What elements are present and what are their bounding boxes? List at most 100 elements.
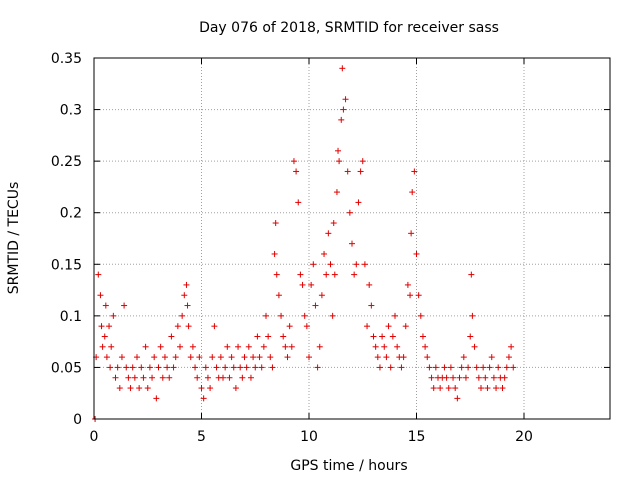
data-point — [290, 158, 297, 165]
data-point — [224, 343, 231, 350]
data-point — [118, 354, 125, 361]
data-point — [417, 312, 424, 319]
data-point — [123, 364, 130, 371]
data-point — [232, 385, 239, 392]
data-point — [398, 364, 405, 371]
data-point — [174, 323, 181, 330]
data-point — [469, 312, 476, 319]
data-point — [127, 385, 134, 392]
data-point — [267, 354, 274, 361]
data-point — [402, 323, 409, 330]
data-point — [445, 385, 452, 392]
data-point — [250, 354, 257, 361]
data-point — [342, 96, 349, 103]
data-point — [226, 374, 233, 381]
data-point — [177, 343, 183, 350]
x-tick-label: 20 — [515, 429, 533, 445]
data-point — [379, 333, 386, 340]
y-tick-label: 0.35 — [51, 51, 82, 67]
data-points — [92, 65, 517, 422]
data-point — [441, 364, 448, 371]
data-point — [116, 385, 123, 392]
data-point — [286, 323, 293, 330]
data-point — [318, 292, 325, 299]
data-point — [237, 364, 244, 371]
data-point — [153, 395, 160, 402]
data-point — [185, 323, 192, 330]
data-point — [142, 343, 149, 350]
data-point — [458, 364, 465, 371]
data-point — [107, 364, 114, 371]
data-point — [411, 168, 418, 175]
y-tick-label: 0 — [73, 412, 82, 428]
data-point — [284, 354, 291, 361]
data-point — [239, 374, 246, 381]
data-point — [275, 292, 282, 299]
data-point — [282, 343, 289, 350]
data-point — [106, 323, 113, 330]
data-point — [314, 364, 321, 371]
data-point — [256, 354, 263, 361]
data-point — [336, 158, 343, 165]
data-point — [183, 281, 190, 288]
x-tick-label: 0 — [90, 429, 99, 445]
data-point — [376, 364, 383, 371]
data-point — [217, 354, 224, 361]
data-point — [493, 385, 500, 392]
data-point — [330, 220, 337, 227]
data-point — [247, 374, 254, 381]
data-point — [170, 364, 177, 371]
data-point — [366, 281, 373, 288]
data-point — [349, 240, 355, 247]
data-point — [392, 312, 398, 319]
data-point — [462, 374, 469, 381]
y-tick-label: 0.1 — [60, 309, 82, 325]
data-point — [361, 261, 368, 268]
x-tick-label: 5 — [197, 429, 206, 445]
data-point — [151, 354, 158, 361]
data-point — [505, 354, 512, 361]
data-point — [340, 106, 347, 113]
data-point — [252, 364, 259, 371]
data-point — [138, 364, 145, 371]
data-point — [432, 364, 439, 371]
data-point — [134, 354, 140, 361]
data-point — [301, 312, 308, 319]
data-point — [102, 302, 109, 309]
data-point — [468, 271, 475, 278]
data-point — [327, 261, 334, 268]
data-point — [490, 374, 497, 381]
data-point — [443, 374, 450, 381]
data-point — [364, 323, 371, 330]
data-point — [452, 385, 459, 392]
data-point — [179, 312, 186, 319]
data-point — [265, 333, 272, 340]
data-point — [245, 343, 252, 350]
y-tick-label: 0.2 — [60, 206, 82, 222]
data-point — [357, 168, 364, 175]
data-point — [144, 385, 151, 392]
data-point — [272, 220, 279, 227]
data-point — [146, 364, 153, 371]
data-point — [112, 374, 119, 381]
data-point — [368, 302, 375, 309]
data-point — [110, 312, 117, 319]
data-point — [108, 343, 115, 350]
data-point — [454, 395, 461, 402]
data-point — [387, 364, 394, 371]
data-point — [447, 364, 454, 371]
data-point — [473, 364, 480, 371]
data-point — [220, 374, 226, 381]
data-point — [413, 250, 420, 257]
data-point — [278, 312, 285, 319]
data-point — [495, 364, 502, 371]
data-point — [308, 281, 315, 288]
data-point — [316, 343, 323, 350]
data-point — [189, 343, 196, 350]
data-point — [482, 374, 489, 381]
data-point — [460, 354, 467, 361]
data-point — [346, 209, 353, 216]
data-point — [213, 364, 220, 371]
data-point — [331, 271, 338, 278]
